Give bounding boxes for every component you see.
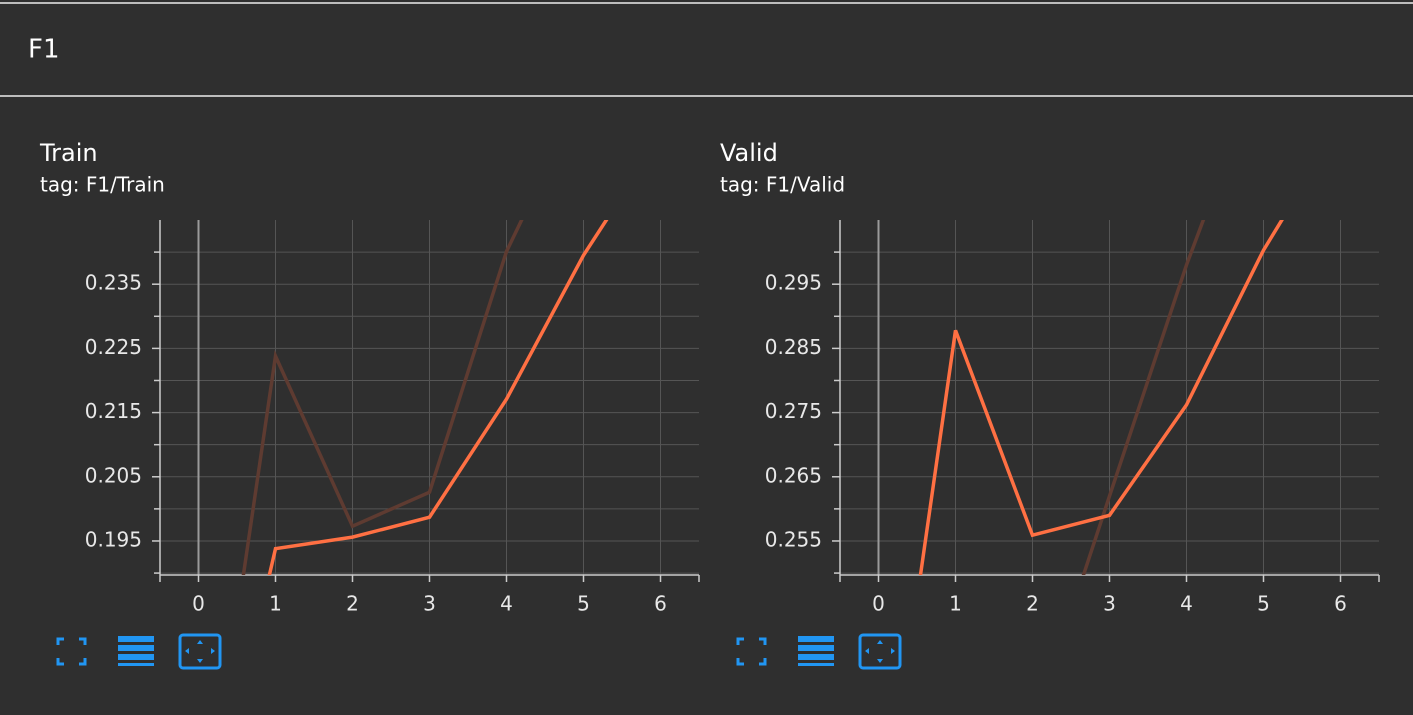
y-tick-label: 0.255 — [765, 527, 822, 551]
y-tick-label: 0.235 — [85, 271, 142, 295]
series-line — [241, 220, 524, 575]
x-tick-label: 6 — [654, 592, 667, 616]
x-tick-label: 1 — [949, 592, 962, 616]
y-tick-label: 0.265 — [765, 463, 822, 487]
y-tick-label: 0.215 — [85, 399, 142, 423]
chart-subtitle: tag: F1/Train — [40, 173, 165, 197]
fit-domain-button[interactable] — [178, 633, 222, 670]
x-tick-label: 5 — [1257, 592, 1270, 616]
fullscreen-button[interactable] — [56, 637, 87, 666]
toggle-log-button[interactable] — [798, 636, 834, 666]
y-tick-label: 0.275 — [765, 399, 822, 423]
x-tick-label: 3 — [423, 592, 436, 616]
chart-title: Train — [39, 139, 98, 167]
y-tick-label: 0.205 — [85, 463, 142, 487]
toggle-log-button[interactable] — [118, 636, 154, 666]
plot — [918, 220, 1284, 575]
series-line — [1081, 220, 1206, 575]
section-title: F1 — [28, 35, 60, 65]
y-tick-label: 0.225 — [85, 335, 142, 359]
chart-title: Valid — [720, 139, 778, 167]
chart-subtitle: tag: F1/Valid — [720, 173, 845, 197]
y-tick-label: 0.295 — [765, 271, 822, 295]
x-tick-label: 0 — [872, 592, 885, 616]
chart-toolbar — [56, 633, 222, 670]
x-tick-label: 2 — [346, 592, 359, 616]
x-tick-label: 5 — [577, 592, 590, 616]
x-tick-label: 2 — [1026, 592, 1039, 616]
x-tick-label: 6 — [1334, 592, 1347, 616]
series-line — [918, 220, 1284, 575]
fullscreen-button[interactable] — [736, 637, 767, 666]
y-tick-label: 0.285 — [765, 335, 822, 359]
x-tick-label: 4 — [500, 592, 513, 616]
series-line — [267, 220, 609, 575]
chart-toolbar — [736, 633, 902, 670]
x-tick-label: 0 — [192, 592, 205, 616]
x-tick-label: 4 — [1180, 592, 1193, 616]
plot — [241, 220, 609, 575]
fit-domain-button[interactable] — [858, 633, 902, 670]
x-tick-label: 3 — [1103, 592, 1116, 616]
y-tick-label: 0.195 — [85, 527, 142, 551]
x-tick-label: 1 — [269, 592, 282, 616]
